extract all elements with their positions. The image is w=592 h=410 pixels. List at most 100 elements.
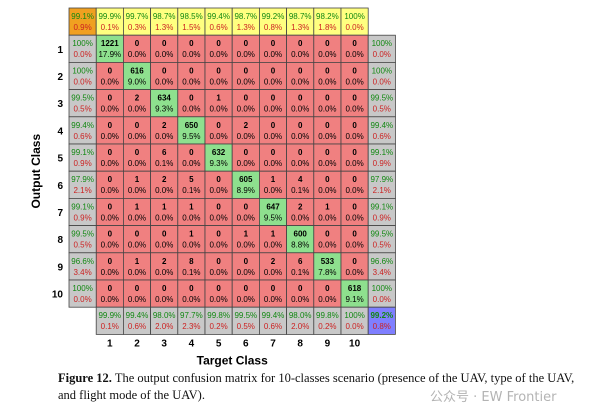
- matrix-cell-3-6-count: 0: [244, 94, 249, 103]
- matrix-cell-2-1-count: 0: [108, 66, 113, 75]
- matrix-cell-6-7-count: 1: [271, 175, 276, 184]
- matrix-cell-7-7-bg: [258, 197, 287, 226]
- matrix-cell-4-1-bg: [95, 116, 124, 145]
- matrix-cell-5-5-bg: [204, 143, 233, 172]
- matrix-cell-3-8-count: 0: [298, 94, 303, 103]
- matrix-cell-3-3-count: 634: [158, 94, 172, 103]
- matrix-cell-9-5-bg: [204, 252, 233, 281]
- matrix-cell-8-3-count: 0: [162, 230, 167, 239]
- y-tick-3: 3: [57, 99, 63, 110]
- matrix-cell-2-7-count: 0: [271, 66, 276, 75]
- x-tick-4: 4: [189, 338, 195, 349]
- matrix-cell-7-2-count: 1: [135, 202, 140, 211]
- top-summary-cell-7-percent: 0.8%: [264, 23, 282, 32]
- x-tick-3: 3: [161, 338, 167, 349]
- matrix-cell-5-10-count: 0: [352, 148, 357, 157]
- matrix-cell-8-7-count: 1: [271, 230, 276, 239]
- matrix-cell-1-7-bg: [258, 34, 287, 63]
- matrix-cell-7-9-count: 1: [325, 202, 330, 211]
- bottom-summary-cell-8-percent: 2.0%: [291, 322, 309, 331]
- top-summary-cell-5-count: 99.4%: [207, 12, 230, 21]
- left-summary-cell-6-percent: 2.1%: [73, 186, 91, 195]
- matrix-cell-10-9-count: 0: [325, 284, 330, 293]
- matrix-cell-6-6-percent: 8.9%: [237, 186, 255, 195]
- matrix-cell-8-1-count: 0: [108, 230, 113, 239]
- watermark: 公众号 · EW Frontier: [430, 390, 557, 405]
- matrix-cell-8-1-percent: 0.0%: [101, 241, 119, 250]
- matrix-cell-3-4-percent: 0.0%: [182, 105, 200, 114]
- matrix-cell-8-4-bg: [177, 225, 206, 254]
- matrix-cell-6-2-count: 1: [135, 175, 140, 184]
- right-summary-cell-1-bg: [367, 34, 396, 63]
- right-summary-cell-9-count: 96.6%: [370, 257, 393, 266]
- matrix-cell-5-3-count: 6: [162, 148, 167, 157]
- matrix-cell-9-1-percent: 0.0%: [101, 268, 119, 277]
- matrix-cell-2-9-percent: 0.0%: [318, 77, 336, 86]
- matrix-cell-6-3-bg: [150, 170, 179, 199]
- y-tick-10: 10: [52, 290, 64, 301]
- matrix-cell-8-4-percent: 0.0%: [182, 241, 200, 250]
- matrix-cell-4-5-bg: [204, 116, 233, 145]
- matrix-cell-6-3-count: 2: [162, 175, 167, 184]
- top-summary-cell-4-count: 98.5%: [180, 12, 203, 21]
- matrix-cell-2-8-count: 0: [298, 66, 303, 75]
- matrix-cell-4-1-percent: 0.0%: [101, 132, 119, 141]
- matrix-cell-4-10-count: 0: [352, 121, 357, 130]
- top-summary-cell-1-count: 99.9%: [98, 12, 121, 21]
- matrix-cell-5-2-count: 0: [135, 148, 140, 157]
- matrix-cell-6-7-percent: 0.0%: [264, 186, 282, 195]
- matrix-cell-7-4-count: 1: [189, 202, 194, 211]
- matrix-cell-8-6-bg: [231, 225, 260, 254]
- y-tick-9: 9: [57, 262, 63, 273]
- matrix-cell-8-9-percent: 0.0%: [318, 241, 336, 250]
- matrix-cell-7-8-count: 2: [298, 202, 303, 211]
- matrix-cell-8-8-count: 600: [294, 230, 308, 239]
- right-summary-cell-5-count: 99.1%: [370, 148, 393, 157]
- matrix-cell-1-3-count: 0: [162, 39, 167, 48]
- matrix-cell-6-8-percent: 0.1%: [291, 186, 309, 195]
- matrix-cell-7-1-count: 0: [108, 202, 113, 211]
- matrix-cell-9-5-count: 0: [216, 257, 221, 266]
- overall-accuracy-cell-percent: 0.8%: [373, 322, 391, 331]
- left-summary-cell-6-count: 97.9%: [71, 175, 94, 184]
- bottom-summary-cell-3-count: 98.0%: [153, 311, 176, 320]
- bottom-summary-cell-7-percent: 0.6%: [264, 322, 282, 331]
- matrix-cell-9-9-percent: 7.8%: [318, 268, 336, 277]
- matrix-cell-10-10-percent: 9.1%: [345, 295, 363, 304]
- matrix-cell-10-7-count: 0: [271, 284, 276, 293]
- matrix-cell-6-10-percent: 0.0%: [345, 186, 363, 195]
- x-tick-8: 8: [297, 338, 303, 349]
- matrix-cell-3-4-count: 0: [189, 94, 194, 103]
- matrix-cell-4-7-count: 0: [271, 121, 276, 130]
- matrix-cell-9-10-count: 0: [352, 257, 357, 266]
- top-summary-cell-7-count: 99.2%: [262, 12, 285, 21]
- matrix-cell-6-8-bg: [286, 170, 315, 199]
- right-summary-cell-7-count: 99.1%: [370, 202, 393, 211]
- right-summary-cell-1-count: 100%: [372, 39, 392, 48]
- matrix-cell-8-5-count: 0: [216, 230, 221, 239]
- matrix-cell-2-6-count: 0: [244, 66, 249, 75]
- matrix-cell-1-5-bg: [204, 34, 233, 63]
- matrix-cell-8-5-percent: 0.0%: [209, 241, 227, 250]
- left-summary-cell-5-percent: 0.9%: [73, 159, 91, 168]
- matrix-cell-4-9-bg: [313, 116, 342, 145]
- bottom-summary-cell-10-percent: 0.0%: [345, 322, 363, 331]
- matrix-cell-7-3-percent: 0.0%: [155, 213, 173, 222]
- matrix-cell-6-1-count: 0: [108, 175, 113, 184]
- bottom-summary-cell-6-count: 99.5%: [234, 311, 257, 320]
- matrix-cell-7-9-percent: 0.0%: [318, 213, 336, 222]
- left-summary-cell-2-percent: 0.0%: [73, 77, 91, 86]
- bottom-summary-cell-5-count: 99.8%: [207, 311, 230, 320]
- matrix-cell-5-9-percent: 0.0%: [318, 159, 336, 168]
- matrix-cell-9-7-percent: 0.0%: [264, 268, 282, 277]
- caption-text: The output confusion matrix for 10-class…: [58, 371, 575, 402]
- matrix-cell-6-1-percent: 0.0%: [101, 186, 119, 195]
- caption-label: Figure 12.: [58, 371, 112, 385]
- left-summary-cell-10-percent: 0.0%: [73, 295, 91, 304]
- matrix-cell-5-4-count: 0: [189, 148, 194, 157]
- matrix-cell-10-1-percent: 0.0%: [101, 295, 119, 304]
- matrix-cell-9-8-bg: [286, 252, 315, 281]
- matrix-cell-4-6-bg: [231, 116, 260, 145]
- bottom-summary-cell-5-percent: 0.2%: [209, 322, 227, 331]
- matrix-cell-5-10-bg: [340, 143, 369, 172]
